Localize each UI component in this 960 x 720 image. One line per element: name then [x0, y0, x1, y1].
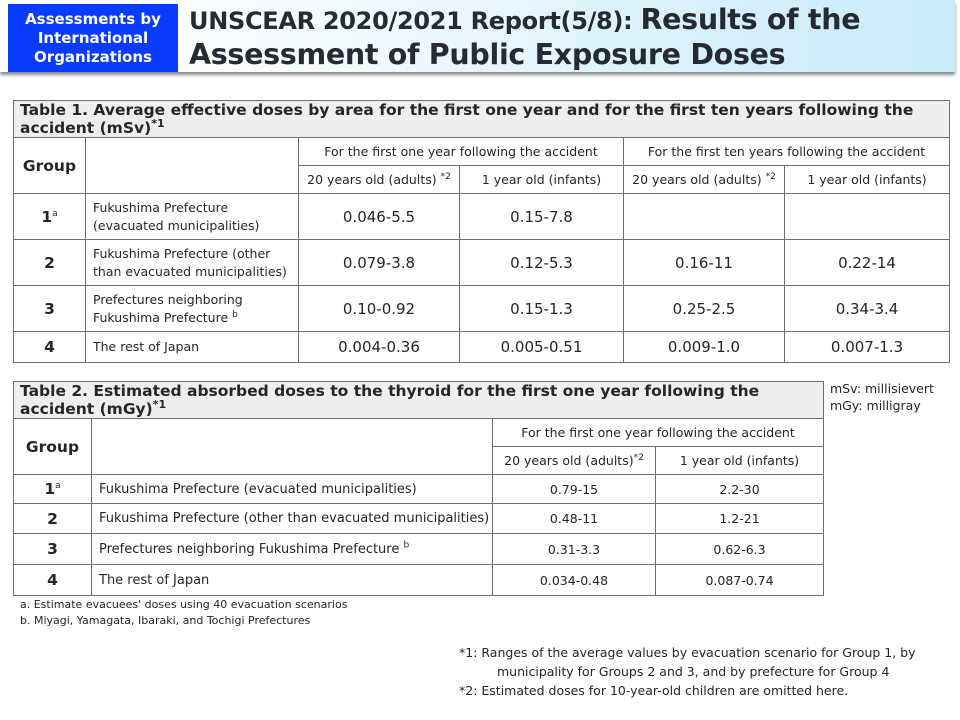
value-cell: 1.2-21 [654, 503, 825, 534]
units-legend: mSv: millisievert mGy: milligray [830, 380, 934, 414]
table1-area-header [85, 137, 299, 194]
value-cell [783, 193, 951, 240]
footnote-b: b. Miyagi, Yamagata, Ibaraki, and Tochig… [20, 614, 311, 627]
value-cell: 0.48-11 [492, 503, 656, 534]
value-cell: 0.31-3.3 [492, 533, 656, 565]
title-line2: Assessment of Public Exposure Doses [189, 38, 786, 71]
group-cell: 2 [13, 503, 92, 534]
value-cell: 0.005-0.51 [459, 331, 624, 363]
table-row: 1a Fukushima Prefecture (evacuated munici… [13, 193, 951, 240]
page-title: UNSCEAR 2020/2021 Report(5/8): Results o… [189, 3, 861, 71]
area-cell: Prefectures neighboring Fukushima Prefec… [91, 533, 493, 565]
badge-line: Assessments by [25, 9, 161, 28]
value-cell: 0.22-14 [783, 239, 951, 286]
title-prefix: UNSCEAR 2020/2021 Report(5/8): [189, 7, 641, 35]
group-cell: 3 [13, 533, 92, 565]
table2-caption: Table 2. Estimated absorbed doses to the… [12, 381, 825, 419]
value-cell: 0.25-2.5 [623, 285, 785, 332]
table2-period-header: For the first one year following the acc… [491, 418, 825, 447]
value-cell: 0.34-3.4 [783, 285, 951, 332]
value-cell: 0.007-1.3 [783, 331, 951, 363]
badge-line: International [37, 28, 149, 47]
table1-age-header: 20 years old (adults) *2 [623, 165, 785, 194]
value-cell: 0.15-7.8 [459, 193, 624, 240]
table1-group-header: Group [13, 137, 86, 194]
table1-age-header: 20 years old (adults) *2 [298, 165, 460, 194]
group-cell: 2 [13, 239, 86, 286]
footnotes-star: *1: Ranges of the average values by evac… [459, 643, 916, 700]
value-cell: 2.2-30 [654, 474, 825, 504]
table-row: 3 Prefectures neighboring Fukushima Pref… [13, 533, 825, 565]
area-cell: The rest of Japan [85, 331, 299, 363]
table-row: 2 Fukushima Prefecture (other than evacu… [13, 503, 825, 534]
footnote-1-line2: municipality for Groups 2 and 3, and by … [497, 664, 890, 679]
table2-age-header: 1 year old (infants) [654, 446, 825, 475]
value-cell: 0.10-0.92 [298, 285, 460, 332]
area-cell: Fukushima Prefecture (evacuated municipa… [91, 474, 493, 504]
value-cell: 0.046-5.5 [298, 193, 460, 240]
value-cell: 0.009-1.0 [623, 331, 785, 363]
table-row: 4 The rest of Japan 0.034-0.48 0.087-0.7… [13, 564, 825, 596]
value-cell: 0.79-15 [492, 474, 656, 504]
category-badge: Assessments by International Organizatio… [8, 4, 178, 72]
value-cell: 0.15-1.3 [459, 285, 624, 332]
table1-period-header-1y: For the first one year following the acc… [298, 137, 624, 166]
group-cell: 4 [13, 331, 86, 363]
group-cell: 4 [13, 564, 92, 596]
value-cell: 0.12-5.3 [459, 239, 624, 286]
group-cell: 3 [13, 285, 86, 332]
table2-age-header: 20 years old (adults)*2 [492, 446, 656, 475]
area-cell: Prefectures neighboring Fukushima Prefect… [85, 285, 299, 332]
table1-caption: Table 1. Average effective doses by area… [12, 100, 951, 138]
table1-age-header: 1 year old (infants) [459, 165, 624, 194]
value-cell: 0.004-0.36 [298, 331, 460, 363]
value-cell: 0.62-6.3 [654, 533, 825, 565]
table-row: 3 Prefectures neighboring Fukushima Prefe… [13, 285, 951, 332]
table2-area-header [91, 418, 493, 475]
value-cell [623, 193, 785, 240]
table-row: 2 Fukushima Prefecture (other than evacua… [13, 239, 951, 286]
footnote-a: a. Estimate evacuees' doses using 40 eva… [20, 598, 348, 611]
group-cell: 1a [13, 474, 92, 504]
table-thyroid-doses: Table 2. Estimated absorbed doses to the… [12, 381, 825, 596]
table-row: 4 The rest of Japan 0.004-0.36 0.005-0.5… [13, 331, 951, 363]
area-cell: Fukushima Prefecture (other than evacuate… [85, 239, 299, 286]
unit-msv: mSv: millisievert [830, 381, 934, 396]
table-effective-doses: Table 1. Average effective doses by area… [12, 100, 951, 363]
value-cell: 0.087-0.74 [654, 564, 825, 596]
value-cell: 0.16-11 [623, 239, 785, 286]
value-cell: 0.079-3.8 [298, 239, 460, 286]
unit-mgy: mGy: milligray [830, 398, 921, 413]
area-cell: Fukushima Prefecture (evacuated municipal… [85, 193, 299, 240]
area-cell: The rest of Japan [91, 564, 493, 596]
table1-period-header-10y: For the first ten years following the ac… [622, 137, 951, 166]
value-cell: 0.034-0.48 [492, 564, 656, 596]
area-cell: Fukushima Prefecture (other than evacuat… [91, 503, 493, 534]
group-cell: 1a [13, 193, 86, 240]
badge-line: Organizations [34, 47, 152, 66]
table-row: 1a Fukushima Prefecture (evacuated munic… [13, 474, 825, 504]
footnotes-letters: a. Estimate evacuees' doses using 40 eva… [20, 597, 347, 629]
table1-age-header: 1 year old (infants) [783, 165, 951, 194]
title-line1: Results of the [640, 3, 861, 36]
footnote-2: *2: Estimated doses for 10-year-old chil… [459, 683, 849, 698]
footnote-1-line1: *1: Ranges of the average values by evac… [459, 645, 916, 660]
table2-group-header: Group [13, 418, 92, 475]
